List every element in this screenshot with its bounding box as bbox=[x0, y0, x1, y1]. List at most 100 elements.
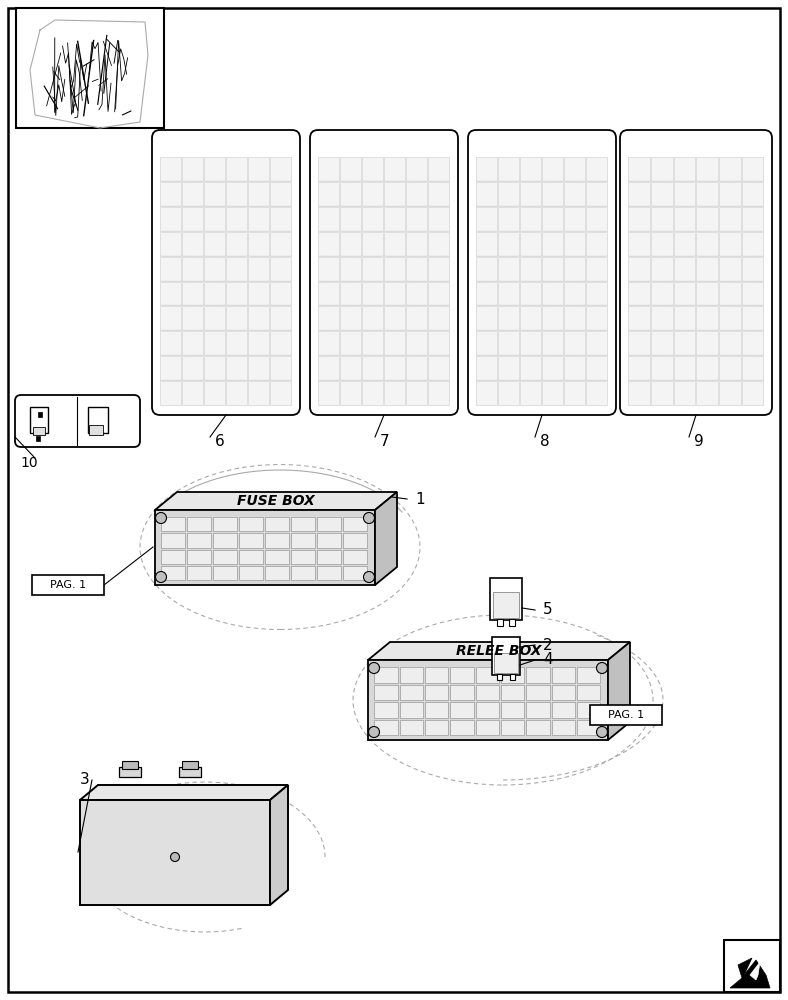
Bar bbox=[183, 306, 203, 330]
Bar bbox=[214, 550, 237, 564]
Bar bbox=[697, 182, 718, 206]
FancyBboxPatch shape bbox=[15, 395, 140, 447]
Bar bbox=[521, 306, 541, 330]
Bar bbox=[248, 207, 269, 231]
Bar bbox=[362, 306, 384, 330]
Bar bbox=[586, 207, 608, 231]
Bar bbox=[499, 232, 519, 256]
Bar bbox=[292, 533, 315, 548]
FancyBboxPatch shape bbox=[310, 130, 458, 415]
Bar bbox=[521, 331, 541, 355]
Bar bbox=[651, 331, 673, 355]
Bar bbox=[344, 517, 367, 531]
Bar bbox=[719, 257, 741, 280]
Bar bbox=[240, 566, 263, 580]
Bar bbox=[340, 182, 362, 206]
Circle shape bbox=[155, 512, 166, 524]
Bar bbox=[340, 232, 362, 256]
Bar bbox=[362, 356, 384, 380]
Bar bbox=[476, 684, 499, 700]
Bar bbox=[407, 232, 428, 256]
Bar bbox=[426, 667, 448, 682]
FancyBboxPatch shape bbox=[620, 130, 772, 415]
Bar bbox=[374, 720, 398, 735]
Bar bbox=[214, 517, 237, 531]
Text: 2: 2 bbox=[543, 638, 552, 652]
Bar bbox=[490, 578, 522, 620]
Bar bbox=[292, 517, 315, 531]
Bar bbox=[385, 182, 406, 206]
Bar bbox=[248, 232, 269, 256]
Bar bbox=[362, 157, 384, 181]
Bar bbox=[407, 381, 428, 405]
Bar bbox=[188, 533, 211, 548]
Bar bbox=[742, 306, 764, 330]
Bar bbox=[248, 282, 269, 305]
Bar bbox=[501, 702, 525, 718]
Bar bbox=[183, 182, 203, 206]
Bar bbox=[564, 157, 585, 181]
Bar bbox=[577, 667, 600, 682]
Bar bbox=[340, 306, 362, 330]
Bar bbox=[494, 653, 518, 673]
Bar bbox=[362, 282, 384, 305]
Bar bbox=[340, 257, 362, 280]
Bar bbox=[270, 381, 292, 405]
Bar bbox=[742, 232, 764, 256]
Text: FUSE BOX: FUSE BOX bbox=[237, 494, 315, 508]
Bar bbox=[719, 282, 741, 305]
Bar bbox=[742, 381, 764, 405]
Bar bbox=[586, 381, 608, 405]
Bar bbox=[742, 207, 764, 231]
Bar bbox=[429, 232, 449, 256]
Bar bbox=[564, 331, 585, 355]
Bar bbox=[161, 282, 181, 305]
Bar bbox=[577, 702, 600, 718]
Bar bbox=[188, 517, 211, 531]
Bar bbox=[629, 182, 650, 206]
Bar bbox=[318, 356, 340, 380]
Bar bbox=[629, 207, 650, 231]
Bar bbox=[629, 306, 650, 330]
Bar bbox=[161, 356, 181, 380]
Bar bbox=[214, 566, 237, 580]
Bar bbox=[270, 182, 292, 206]
Bar bbox=[451, 684, 474, 700]
Bar bbox=[586, 257, 608, 280]
Bar bbox=[586, 356, 608, 380]
Bar bbox=[162, 566, 185, 580]
Bar bbox=[362, 232, 384, 256]
FancyBboxPatch shape bbox=[152, 130, 300, 415]
Bar bbox=[407, 356, 428, 380]
Bar bbox=[205, 331, 225, 355]
Bar bbox=[318, 257, 340, 280]
Bar bbox=[429, 331, 449, 355]
Bar bbox=[161, 157, 181, 181]
Bar bbox=[501, 720, 525, 735]
Bar bbox=[451, 720, 474, 735]
Bar bbox=[552, 702, 575, 718]
Bar bbox=[161, 232, 181, 256]
Bar bbox=[407, 207, 428, 231]
Polygon shape bbox=[375, 492, 397, 585]
Bar bbox=[161, 182, 181, 206]
Bar bbox=[362, 257, 384, 280]
Bar bbox=[521, 232, 541, 256]
Bar bbox=[36, 436, 40, 441]
Bar bbox=[318, 533, 341, 548]
Bar bbox=[374, 667, 398, 682]
Bar bbox=[542, 157, 563, 181]
Text: 5: 5 bbox=[543, 602, 552, 617]
Text: 3: 3 bbox=[80, 772, 90, 788]
Text: 6: 6 bbox=[215, 434, 225, 450]
Bar bbox=[205, 282, 225, 305]
Bar bbox=[497, 619, 503, 626]
Bar bbox=[33, 427, 45, 435]
Bar bbox=[501, 667, 525, 682]
Bar bbox=[205, 356, 225, 380]
Bar bbox=[205, 381, 225, 405]
Bar bbox=[651, 381, 673, 405]
Bar bbox=[400, 720, 423, 735]
Bar bbox=[385, 232, 406, 256]
Bar bbox=[577, 720, 600, 735]
